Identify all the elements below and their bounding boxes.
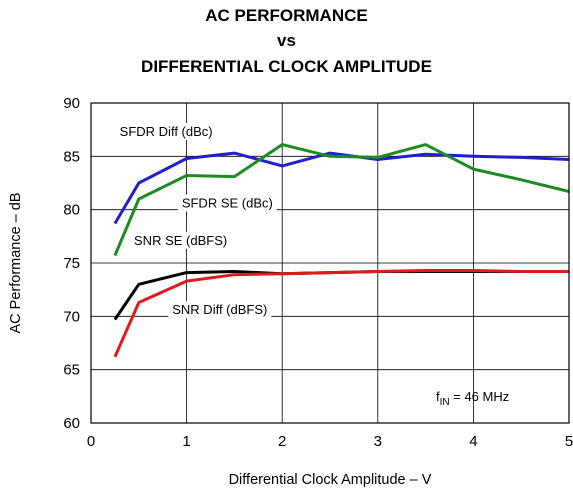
series-label-1: SFDR Diff (dBc) [120, 124, 213, 139]
x-tick-label: 3 [374, 433, 382, 450]
chart-title-line-3: DIFFERENTIAL CLOCK AMPLITUDE [141, 57, 432, 76]
x-tick-label: 5 [565, 433, 573, 450]
chart-title-line-2: vs [277, 31, 296, 50]
series-label-background [115, 123, 217, 141]
y-axis-label: AC Performance – dB [8, 192, 24, 333]
series-line-1 [113, 151, 570, 225]
series-layer [113, 143, 570, 358]
x-tick-label: 1 [182, 433, 190, 450]
y-tick-label: 65 [63, 362, 80, 379]
series-labels-layer: SFDR Diff (dBc) SFDR SE (dBc) SNR SE (dBFS… [115, 123, 277, 319]
y-tick-label: 90 [63, 95, 80, 112]
grid-lines [90, 102, 570, 424]
y-tick-label: 70 [63, 308, 80, 325]
series-label-2: SFDR SE (dBc) [182, 196, 273, 211]
x-tick-label: 2 [278, 433, 286, 450]
x-tick-label: 4 [469, 433, 477, 450]
series-label-background [177, 194, 277, 212]
y-tick-label: 60 [63, 415, 80, 432]
series-line-2 [113, 143, 570, 257]
y-tick-label: 75 [63, 255, 80, 272]
plot-frame [90, 102, 570, 424]
series-label-4: SNR Diff (dBFS) [172, 302, 267, 317]
chart-title-line-1: AC PERFORMANCE [205, 6, 368, 25]
series-label-3: SNR SE (dBFS) [134, 233, 227, 248]
series-label-background [168, 301, 272, 319]
condition-label-prefix: f [436, 389, 440, 404]
series-label-background [130, 231, 232, 249]
condition-label-suffix: = 46 MHz [450, 389, 510, 404]
tick-labels: 0 1 2 3 4 5 60 65 70 75 80 85 90 [63, 95, 573, 450]
condition-label-subscript: IN [440, 397, 450, 408]
condition-label: fIN = 46 MHz [436, 389, 509, 408]
y-tick-label: 85 [63, 148, 80, 165]
x-tick-label: 0 [87, 433, 95, 450]
series-line-4 [113, 269, 569, 358]
y-tick-label: 80 [63, 202, 80, 219]
x-axis-label: Differential Clock Amplitude – V [229, 472, 432, 488]
